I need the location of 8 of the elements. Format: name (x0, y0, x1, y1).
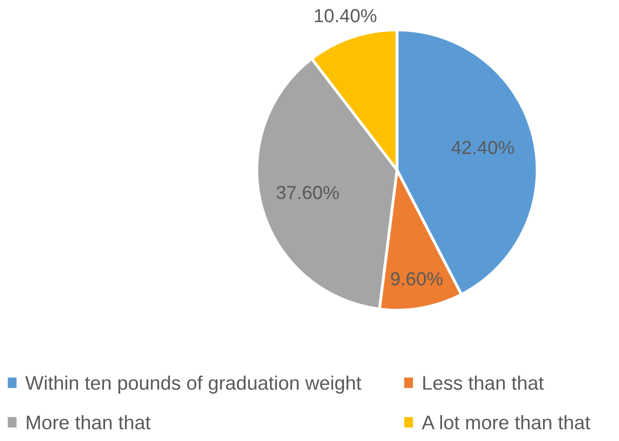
data-label: 10.40% (314, 9, 376, 22)
data-label: 37.60% (276, 186, 339, 200)
legend-label: More than that (26, 415, 151, 430)
data-label: 9.60% (390, 272, 443, 286)
data-label: 42.40% (451, 140, 514, 154)
legend-label: Within ten pounds of graduation weight (25, 376, 362, 394)
legend-label: Less than that (423, 376, 544, 390)
legend-label: A lot more than that (422, 415, 590, 430)
